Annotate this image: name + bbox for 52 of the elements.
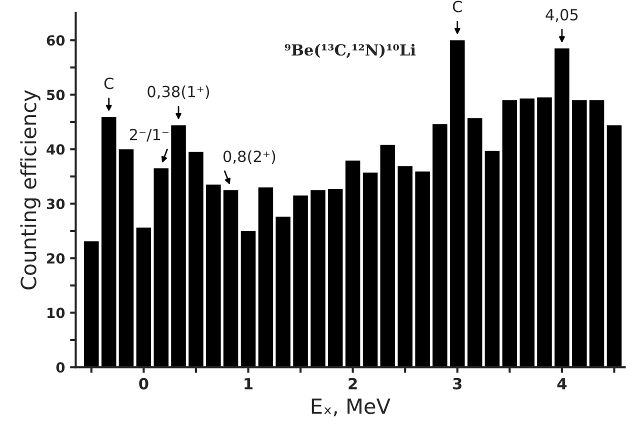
bar xyxy=(467,118,482,368)
bar xyxy=(572,100,587,368)
bar xyxy=(484,150,500,368)
bar xyxy=(415,172,430,368)
bar xyxy=(328,188,343,368)
bar xyxy=(188,152,204,368)
text: ⁹Be(¹³C,¹²N)¹⁰Li xyxy=(284,44,416,58)
bar xyxy=(84,241,99,368)
annotation: 0,8(2⁺) xyxy=(223,150,276,164)
bar xyxy=(101,117,116,368)
bar xyxy=(136,228,152,368)
bar xyxy=(206,184,221,368)
bar xyxy=(258,187,274,368)
y-tick-label: 10 xyxy=(48,308,65,318)
bar xyxy=(240,230,256,368)
bar xyxy=(606,125,622,368)
bar xyxy=(398,166,412,368)
y-tick-label: 30 xyxy=(46,198,65,210)
y-tick-label: 40 xyxy=(46,144,65,155)
y-tick-label: 0 xyxy=(56,362,65,373)
bar xyxy=(502,100,518,368)
bar xyxy=(362,172,378,368)
x-tick-label: 1 xyxy=(244,378,253,390)
bar xyxy=(520,98,535,368)
y-tick-label: 50 xyxy=(47,90,65,100)
bar xyxy=(118,149,134,368)
bar xyxy=(450,40,465,368)
bar xyxy=(223,190,238,368)
bar xyxy=(432,124,448,368)
y-axis-title: Counting efficiency xyxy=(20,90,40,290)
x-tick-label: 4 xyxy=(557,378,567,390)
annotation: 2⁻/1⁻ xyxy=(130,128,168,142)
bar xyxy=(310,190,326,368)
annotation: 4,05 xyxy=(546,8,578,22)
bar xyxy=(293,196,308,368)
annotation: C xyxy=(104,78,114,90)
y-tick-label: 20 xyxy=(47,253,65,264)
bar xyxy=(276,216,290,368)
bar xyxy=(537,97,552,368)
x-tick-label: 0 xyxy=(139,378,148,390)
x-axis-title: Eₓ, MeV xyxy=(312,398,390,416)
bar xyxy=(345,160,360,368)
y-tick-label: 60 xyxy=(46,35,65,46)
bar xyxy=(554,48,570,368)
bar xyxy=(589,100,604,368)
bar xyxy=(380,144,396,368)
bar xyxy=(154,168,169,368)
annotation: C xyxy=(452,0,462,12)
bar xyxy=(171,125,186,368)
x-tick-label: 3 xyxy=(453,378,462,390)
annotation: 0,38(1⁺) xyxy=(148,86,210,100)
x-tick-label: 2 xyxy=(348,378,357,390)
